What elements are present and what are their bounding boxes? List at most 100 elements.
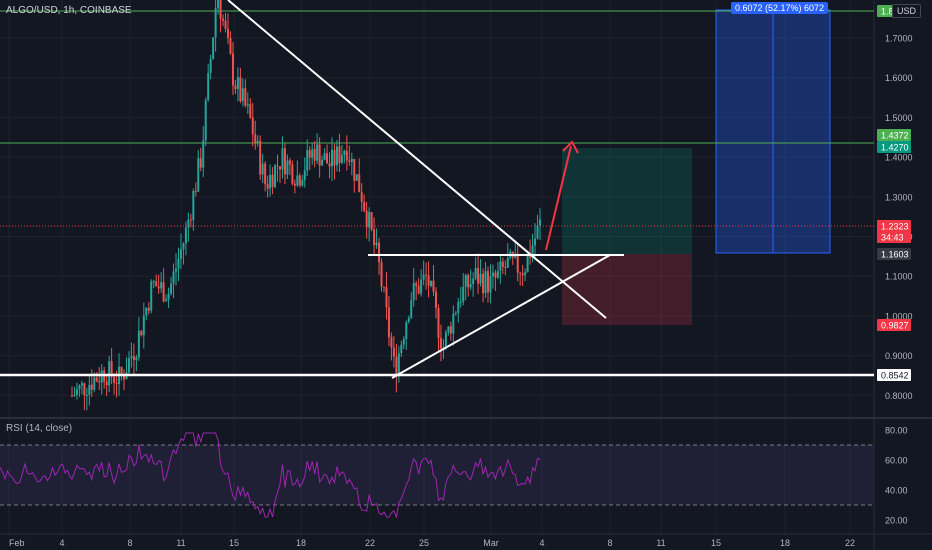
candle-body bbox=[534, 238, 537, 246]
candle-body bbox=[422, 274, 425, 280]
time-label: 11 bbox=[656, 538, 665, 548]
candle-body bbox=[323, 153, 326, 160]
candle-body bbox=[90, 384, 93, 390]
candle-body bbox=[368, 212, 371, 228]
rsi-tick: 40.00 bbox=[885, 486, 908, 496]
candle-body bbox=[244, 88, 247, 106]
candle-body bbox=[71, 395, 73, 397]
candle-body bbox=[298, 175, 301, 186]
candle-body bbox=[536, 225, 539, 239]
currency-button[interactable]: USD bbox=[892, 4, 922, 18]
time-label: 4 bbox=[59, 538, 64, 548]
candle-body bbox=[172, 271, 175, 284]
candle-body bbox=[316, 144, 319, 161]
arrow-head bbox=[562, 140, 579, 154]
candle-body bbox=[130, 356, 133, 359]
candle-body bbox=[175, 268, 177, 272]
candle-body bbox=[378, 242, 381, 263]
candle-body bbox=[135, 357, 138, 360]
target-zone bbox=[562, 148, 692, 254]
candle-body bbox=[293, 183, 296, 186]
candle-body bbox=[115, 382, 118, 384]
candle-body bbox=[251, 117, 254, 135]
candle-body bbox=[464, 275, 467, 287]
candle-body bbox=[457, 302, 460, 313]
last-price-tag: 1.2323 bbox=[881, 222, 909, 232]
price-tick: 1.4000 bbox=[885, 153, 913, 163]
symbol-title: ALGO/USD, 1h, COINBASE bbox=[6, 5, 132, 16]
candle-body bbox=[192, 190, 195, 220]
candle-body bbox=[405, 322, 408, 339]
candle-body bbox=[380, 262, 383, 287]
candle-body bbox=[78, 385, 81, 390]
candle-body bbox=[189, 219, 192, 221]
price-tick: 1.6000 bbox=[885, 73, 913, 83]
candle-body bbox=[499, 261, 502, 271]
price-tick: 1.0000 bbox=[885, 311, 913, 321]
candle-body bbox=[417, 285, 420, 294]
candle-body bbox=[231, 53, 234, 86]
candle-body bbox=[516, 253, 519, 273]
candle-body bbox=[318, 144, 321, 166]
ascending-trendline bbox=[391, 254, 611, 379]
candle-body bbox=[370, 212, 373, 230]
candle-body bbox=[93, 377, 96, 390]
candle-body bbox=[395, 356, 398, 377]
candle-body bbox=[199, 158, 202, 168]
candle-body bbox=[506, 257, 509, 268]
candle-body bbox=[283, 148, 286, 175]
time-label: 15 bbox=[711, 538, 721, 548]
price-tick: 0.8000 bbox=[885, 391, 913, 401]
candle-body bbox=[105, 381, 108, 386]
candle-body bbox=[264, 163, 267, 184]
candle-body bbox=[224, 20, 227, 29]
level-14372-tag-bg bbox=[877, 129, 911, 141]
time-label: 11 bbox=[176, 538, 185, 548]
candle-body bbox=[504, 266, 507, 268]
candle-body bbox=[254, 134, 257, 143]
entry-tag-bg bbox=[877, 248, 911, 260]
level-14372-tag: 1.4372 bbox=[881, 131, 909, 141]
candle-body bbox=[296, 175, 299, 186]
candle-body bbox=[430, 280, 433, 286]
descending-trendline bbox=[227, 0, 607, 319]
candle-body bbox=[477, 268, 480, 284]
candle-body bbox=[217, 0, 220, 9]
candle-body bbox=[355, 174, 358, 181]
candle-body bbox=[236, 77, 239, 89]
candle-body bbox=[212, 37, 215, 59]
candle-body bbox=[472, 278, 475, 285]
candle-body bbox=[274, 165, 277, 187]
candle-body bbox=[462, 286, 465, 302]
projection-arrow bbox=[545, 145, 572, 251]
candle-body bbox=[345, 150, 348, 161]
candle-body bbox=[80, 383, 83, 386]
candle-body bbox=[365, 210, 368, 228]
candle-body bbox=[479, 273, 482, 284]
candle-body bbox=[449, 326, 452, 334]
candle-body bbox=[214, 8, 217, 38]
position-label[interactable]: 0.6072 (52.17%) 6072 bbox=[731, 2, 829, 14]
price-tick: 1.3000 bbox=[885, 192, 913, 202]
candle-body bbox=[155, 281, 158, 287]
stop-tag-bg bbox=[877, 319, 911, 331]
candle-body bbox=[157, 286, 160, 289]
candle-body bbox=[340, 154, 343, 163]
candle-body bbox=[147, 307, 150, 311]
candle-body bbox=[145, 307, 148, 316]
candle-body bbox=[496, 270, 499, 278]
candle-body bbox=[338, 146, 341, 163]
candle-body bbox=[202, 140, 205, 168]
candle-body bbox=[85, 394, 88, 396]
candle-body bbox=[482, 273, 485, 294]
candle-body bbox=[435, 291, 437, 308]
candle-body bbox=[75, 389, 78, 396]
candle-body bbox=[140, 330, 143, 336]
candle-body bbox=[501, 261, 504, 267]
candle-body bbox=[489, 276, 492, 293]
candle-body bbox=[415, 283, 418, 286]
candle-body bbox=[194, 190, 197, 192]
candle-body bbox=[350, 158, 353, 162]
candle-body bbox=[162, 282, 165, 302]
